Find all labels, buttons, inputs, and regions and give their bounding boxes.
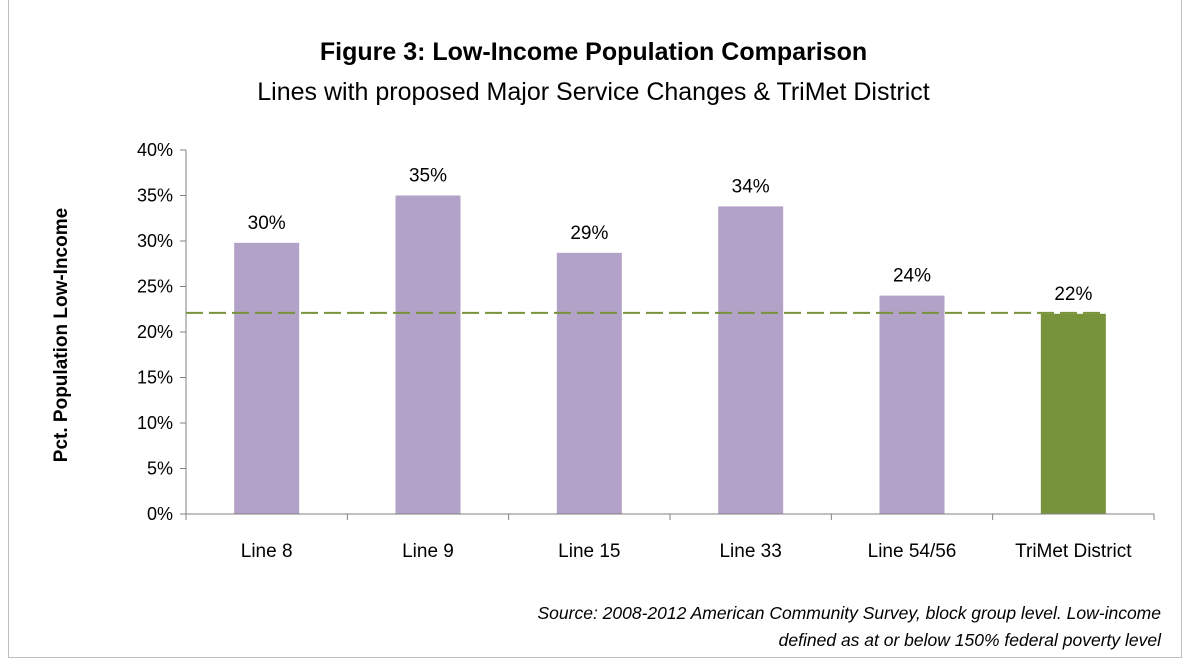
- y-tick-label: 10%: [137, 413, 173, 433]
- data-label: 29%: [570, 223, 608, 244]
- data-label: 22%: [1054, 284, 1092, 305]
- y-tick-label: 20%: [137, 322, 173, 342]
- bar-line-33: [718, 206, 784, 515]
- x-tick-label: Line 8: [241, 541, 293, 562]
- data-label: 34%: [732, 176, 770, 197]
- y-tick-label: 0%: [147, 504, 173, 524]
- y-tick-label: 35%: [137, 186, 173, 206]
- source-note-line-2: defined as at or below 150% federal pove…: [778, 630, 1161, 650]
- x-tick-label: Line 9: [402, 541, 454, 562]
- y-tick-label: 40%: [137, 140, 173, 160]
- bar-line-9: [395, 195, 461, 514]
- bar-trimet-district: [1040, 313, 1106, 514]
- x-tick-label: TriMet District: [1015, 541, 1132, 562]
- x-tick-label: Line 33: [719, 541, 781, 562]
- bar-line-54-56: [879, 295, 945, 514]
- chart-frame: [8, 0, 1182, 658]
- data-label: 24%: [893, 266, 931, 287]
- bar-line-15: [556, 252, 622, 514]
- y-tick-label: 25%: [137, 277, 173, 297]
- y-tick-label: 5%: [147, 459, 173, 479]
- chart-subtitle: Lines with proposed Major Service Change…: [257, 78, 930, 106]
- data-label: 30%: [248, 213, 286, 234]
- chart-title: Figure 3: Low-Income Population Comparis…: [319, 38, 868, 66]
- x-tick-label: Line 54/56: [868, 541, 957, 562]
- y-tick-label: 30%: [137, 231, 173, 251]
- bar-line-8: [234, 242, 300, 514]
- y-tick-label: 15%: [137, 368, 173, 388]
- x-tick-label: Line 15: [558, 541, 620, 562]
- source-note-line-1: Source: 2008-2012 American Community Sur…: [537, 603, 1162, 623]
- data-label: 35%: [409, 166, 447, 187]
